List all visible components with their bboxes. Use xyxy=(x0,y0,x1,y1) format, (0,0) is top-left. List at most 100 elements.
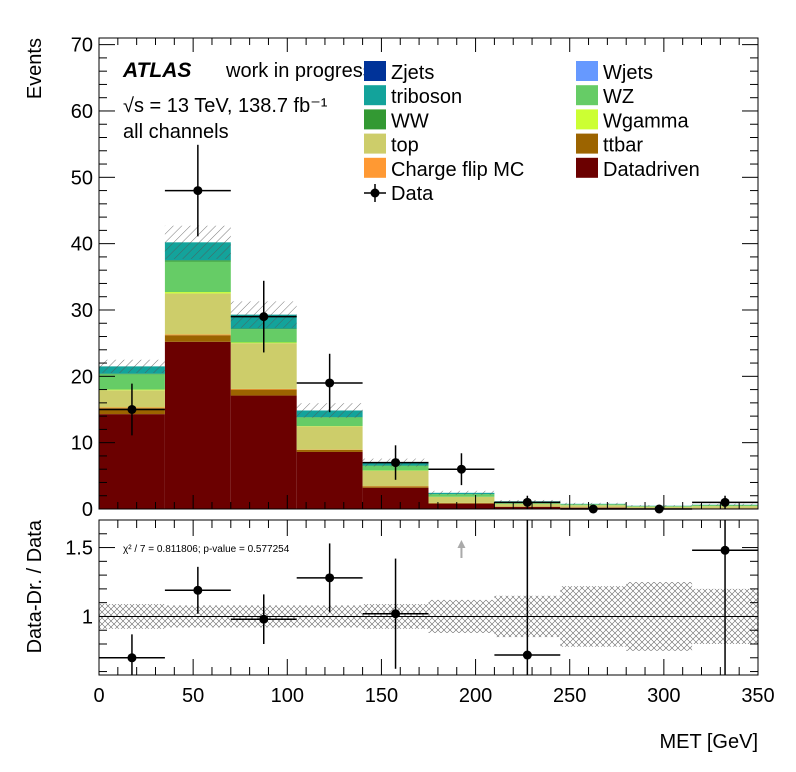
ratio-point-2 xyxy=(259,614,269,624)
legend-label-ttbar: ttbar xyxy=(603,135,643,157)
status-label: work in progress xyxy=(225,60,373,82)
legend-swatch-top xyxy=(364,133,386,154)
bar-top-5 xyxy=(428,496,495,503)
y-tick-label-60: 60 xyxy=(71,101,93,123)
y-tick-label-50: 50 xyxy=(71,167,93,189)
ratio-points xyxy=(99,520,758,675)
main-plot-frame xyxy=(98,37,759,510)
bar-wz-0 xyxy=(99,374,165,390)
legend-swatch-wjets xyxy=(576,61,598,81)
bar-datadriven-5 xyxy=(428,503,495,509)
y-tick-label-40: 40 xyxy=(71,234,93,256)
main-y-axis: 0 10 20 30 40 50 60 70 xyxy=(71,35,758,521)
data-point-4 xyxy=(391,458,401,468)
data-point-3 xyxy=(325,378,335,388)
legend-label-top: top xyxy=(391,135,419,157)
bar-ttbar-5 xyxy=(428,503,495,504)
x-axis-label: MET [GeV] xyxy=(659,731,758,753)
y-tick-label-70: 70 xyxy=(71,35,93,57)
channel-label: all channels xyxy=(123,121,229,143)
bar-wgamma-1 xyxy=(164,292,231,294)
legend-label-wz: WZ xyxy=(603,86,634,108)
bar-ttbar-4 xyxy=(362,486,429,488)
ratio-y-axis-label: Data-Dr. / Data xyxy=(24,519,46,653)
bar-wz-5 xyxy=(428,494,495,497)
bar-datadriven-2 xyxy=(230,395,297,509)
ratio-point-0 xyxy=(127,653,137,663)
bar-top-3 xyxy=(296,426,363,450)
x-tick-label-0: 0 xyxy=(93,685,104,707)
x-tick-label-100: 100 xyxy=(271,685,304,707)
bar-ttbar-2 xyxy=(230,389,297,396)
legend-label-ww: WW xyxy=(391,110,429,132)
atlas-label: ATLAS xyxy=(122,59,191,82)
x-tick-label-200: 200 xyxy=(459,685,492,707)
legend-label-wjets: Wjets xyxy=(603,62,653,84)
bar-ttbar-3 xyxy=(296,449,363,452)
bar-ww-1 xyxy=(164,260,231,262)
legend-label-zjets: Zjets xyxy=(391,62,434,84)
legend-label-charge-flip-mc: Charge flip MC xyxy=(391,159,524,181)
bar-ww-0 xyxy=(99,373,165,375)
legend-swatch-ww xyxy=(364,109,386,130)
data-point-5 xyxy=(456,464,466,474)
offscale-arrow xyxy=(457,540,466,558)
x-tick-label-250: 250 xyxy=(553,685,586,707)
x-tick-label-150: 150 xyxy=(365,685,398,707)
x-tick-label-350: 350 xyxy=(741,685,774,707)
legend-swatch-datadriven xyxy=(576,157,598,178)
ratio-y-axis: 11.5 xyxy=(65,519,758,673)
ratio-point-3 xyxy=(325,573,335,583)
bar-wz-3 xyxy=(296,417,363,427)
legend-swatch-wz xyxy=(576,85,598,106)
data-point-0 xyxy=(127,404,137,414)
legend-label-wgamma: Wgamma xyxy=(603,110,689,132)
bar-top-1 xyxy=(164,293,231,335)
y-tick-label-20: 20 xyxy=(71,366,93,388)
bar-datadriven-3 xyxy=(296,451,363,509)
legend-swatch-charge-flip-mc xyxy=(364,157,386,178)
x-tick-label-50: 50 xyxy=(182,685,204,707)
bar-datadriven-4 xyxy=(362,487,429,509)
legend-data-marker xyxy=(370,188,380,198)
ratio-plot-frame xyxy=(98,519,759,676)
mc-uncertainty-0 xyxy=(99,359,165,374)
y-tick-label-0: 0 xyxy=(82,499,93,521)
ratio-y-tick-label-1: 1 xyxy=(82,606,93,628)
data-point-6 xyxy=(522,497,532,507)
legend-label-data: Data xyxy=(391,183,434,205)
ratio-point-6 xyxy=(720,545,730,555)
legend-label-datadriven: Datadriven xyxy=(603,159,700,181)
main-x-axis xyxy=(98,38,759,509)
ratio-x-axis: 0 50 100 150 200 250 300 350 xyxy=(93,520,775,707)
legend-label-triboson: triboson xyxy=(391,86,462,108)
legend-swatch-zjets xyxy=(364,61,386,81)
ratio-point-4 xyxy=(391,609,401,619)
data-point-2 xyxy=(259,312,269,322)
bar-wz-1 xyxy=(164,261,231,293)
main-stack-bars xyxy=(99,242,758,509)
legend-swatch-ttbar xyxy=(576,133,598,154)
data-point-9 xyxy=(720,497,730,507)
bar-charge-flip-mc-2 xyxy=(230,388,297,390)
legend-swatch-triboson xyxy=(364,85,386,106)
ratio-y-tick-label-1.5: 1.5 xyxy=(65,538,93,560)
y-tick-label-10: 10 xyxy=(71,433,93,455)
energy-label: √s = 13 TeV, 138.7 fb⁻¹ xyxy=(123,95,328,117)
x-tick-label-300: 300 xyxy=(647,685,680,707)
bar-datadriven-1 xyxy=(164,341,231,509)
y-tick-label-30: 30 xyxy=(71,300,93,322)
legend-swatch-wgamma xyxy=(576,109,598,130)
bar-charge-flip-mc-1 xyxy=(164,334,231,336)
mc-uncertainty-5 xyxy=(428,490,495,495)
data-point-1 xyxy=(193,186,203,196)
offscale-arrow-head xyxy=(457,540,466,548)
chi2-label: χ² / 7 = 0.811806; p-value = 0.577254 xyxy=(123,544,290,555)
main-y-axis-label: Events xyxy=(24,38,46,99)
mc-uncertainty-7 xyxy=(560,502,627,505)
ratio-point-5 xyxy=(522,650,532,660)
ratio-point-1 xyxy=(193,585,203,595)
bar-ttbar-1 xyxy=(164,335,231,342)
